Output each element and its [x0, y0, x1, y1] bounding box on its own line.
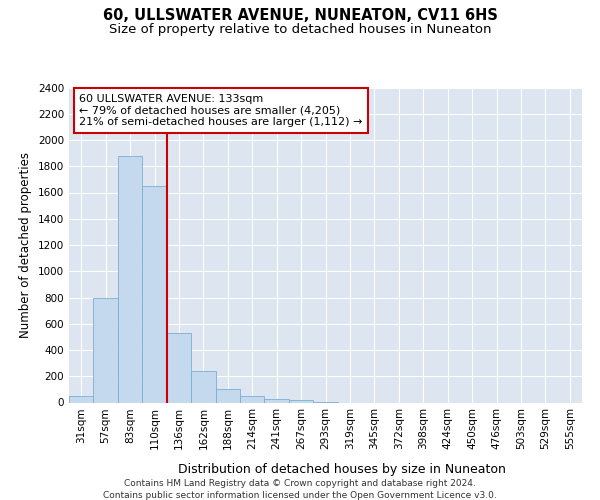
Bar [118, 156, 142, 402]
Bar [191, 371, 215, 402]
Text: 60 ULLSWATER AVENUE: 133sqm
← 79% of detached houses are smaller (4,205)
21% of : 60 ULLSWATER AVENUE: 133sqm ← 79% of det… [79, 94, 362, 127]
Bar [94, 298, 118, 403]
Text: Contains HM Land Registry data © Crown copyright and database right 2024.: Contains HM Land Registry data © Crown c… [124, 479, 476, 488]
Text: Size of property relative to detached houses in Nuneaton: Size of property relative to detached ho… [109, 22, 491, 36]
Text: 60, ULLSWATER AVENUE, NUNEATON, CV11 6HS: 60, ULLSWATER AVENUE, NUNEATON, CV11 6HS [103, 8, 497, 22]
Bar [167, 333, 191, 402]
Bar [142, 186, 167, 402]
Y-axis label: Number of detached properties: Number of detached properties [19, 152, 32, 338]
Bar [289, 400, 313, 402]
Text: Contains public sector information licensed under the Open Government Licence v3: Contains public sector information licen… [103, 491, 497, 500]
Bar [215, 388, 240, 402]
Bar [265, 398, 289, 402]
Bar [69, 396, 94, 402]
Text: Distribution of detached houses by size in Nuneaton: Distribution of detached houses by size … [178, 462, 506, 475]
Bar [240, 396, 265, 402]
